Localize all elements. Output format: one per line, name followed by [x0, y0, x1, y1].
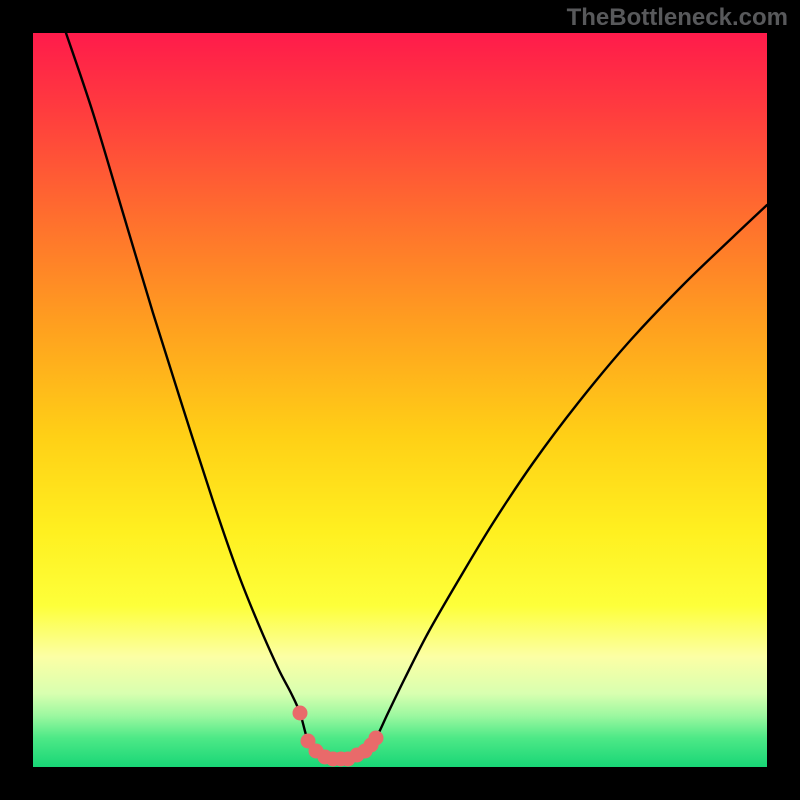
chart-frame: TheBottleneck.com [0, 0, 800, 800]
curve-marker [369, 731, 384, 746]
curve-marker [293, 706, 308, 721]
watermark-text: TheBottleneck.com [567, 4, 788, 32]
bottleneck-curve [33, 33, 767, 767]
plot-area [33, 33, 767, 767]
